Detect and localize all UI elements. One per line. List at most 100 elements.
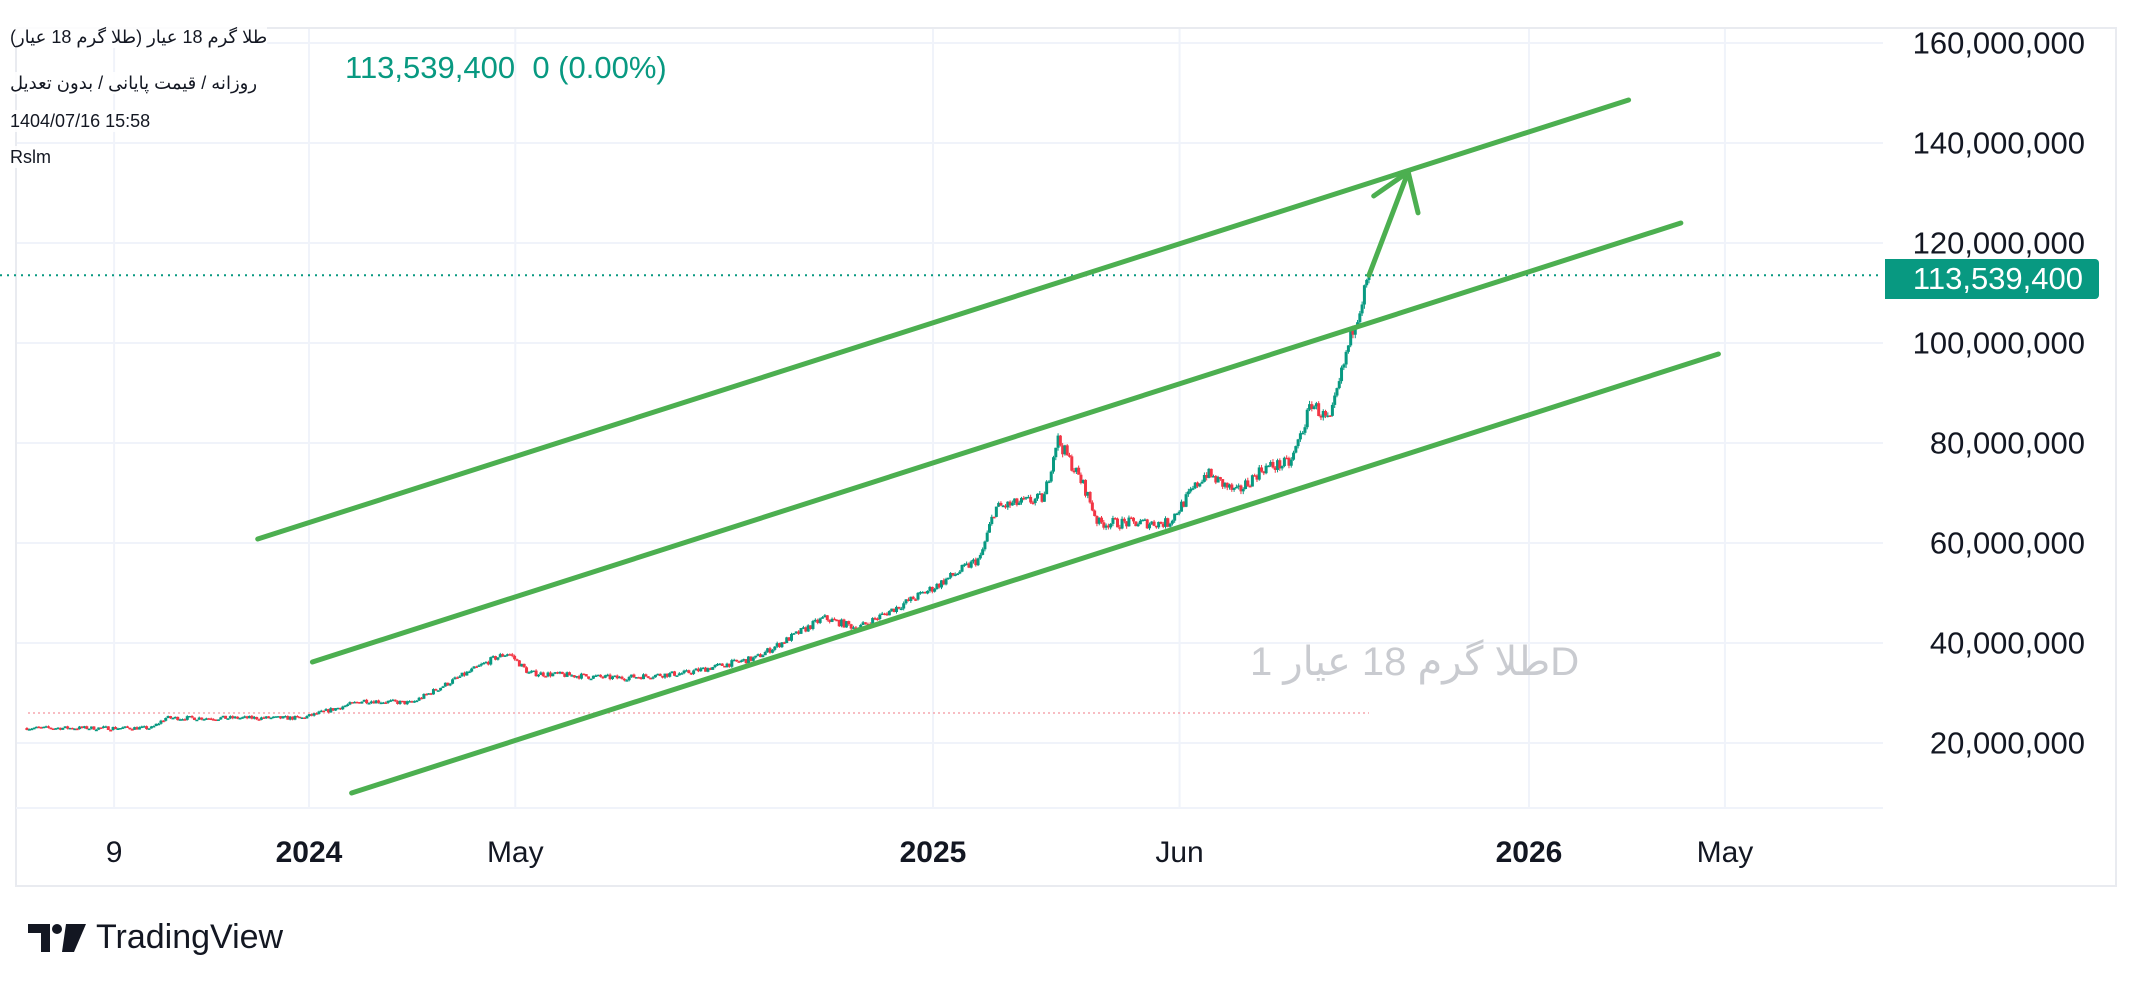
candle — [1001, 505, 1005, 508]
candle — [118, 728, 122, 730]
candle — [1266, 465, 1270, 468]
candle — [300, 717, 304, 720]
candle — [283, 716, 287, 718]
symbol-watermark: طلا گرم 18 عیار 1D — [1250, 640, 1580, 684]
candle — [431, 689, 435, 695]
candle — [799, 628, 803, 634]
candle — [563, 673, 567, 677]
candle — [899, 608, 903, 611]
candle — [758, 654, 762, 658]
candle — [482, 662, 486, 665]
candle — [63, 726, 67, 728]
candle — [1287, 458, 1291, 466]
candle — [58, 727, 62, 730]
lower-channel-trendline — [349, 351, 1721, 796]
candle — [310, 714, 314, 716]
candle — [1052, 457, 1056, 472]
candle — [1351, 328, 1355, 335]
candle — [706, 668, 710, 672]
last-price-value: 113,539,400 — [345, 50, 516, 85]
candle — [192, 717, 196, 721]
candle — [329, 708, 333, 713]
candle — [66, 726, 70, 729]
candle — [997, 502, 1001, 507]
candle — [522, 663, 526, 668]
candle — [1148, 524, 1152, 529]
candle — [987, 524, 991, 533]
candle — [1246, 480, 1250, 486]
candle — [209, 718, 213, 720]
candle — [157, 723, 161, 726]
candle — [87, 728, 91, 731]
arrow-head-icon — [1371, 169, 1411, 199]
candle — [434, 689, 438, 691]
tradingview-logo[interactable]: TradingView — [28, 918, 283, 957]
candle — [1010, 502, 1014, 506]
candle — [1346, 345, 1350, 352]
candle — [1273, 467, 1277, 470]
candle — [739, 660, 743, 662]
candle — [1205, 474, 1209, 478]
candle — [1031, 502, 1035, 504]
arrow-shaft — [1366, 169, 1411, 278]
candle — [1008, 501, 1012, 506]
trendlines[interactable] — [255, 97, 1721, 796]
candle — [1330, 404, 1334, 416]
candle — [1079, 474, 1083, 483]
candle — [357, 702, 361, 704]
candle — [331, 708, 335, 711]
candle — [840, 619, 844, 627]
candle — [828, 619, 832, 622]
candle — [70, 727, 74, 730]
candle — [453, 677, 457, 680]
candle — [1344, 351, 1348, 365]
candle — [981, 549, 985, 555]
candle — [763, 651, 767, 656]
candle — [460, 672, 464, 677]
candle — [1305, 409, 1309, 428]
candle — [546, 672, 550, 677]
candle — [1239, 485, 1243, 492]
candle — [747, 656, 751, 664]
price-change: 0 (0.00%) — [532, 50, 667, 85]
candle — [515, 659, 519, 661]
candle — [281, 716, 285, 719]
candle — [1164, 518, 1168, 527]
time-axis-label: May — [1696, 836, 1754, 869]
candle — [1228, 484, 1232, 488]
last-price-badge-text: 113,539,400 — [1912, 261, 2083, 296]
candle — [951, 573, 955, 576]
candle — [534, 670, 538, 677]
candle — [202, 719, 206, 721]
candle — [1186, 491, 1190, 495]
candle — [195, 719, 199, 722]
candle — [560, 671, 564, 674]
candle — [1093, 510, 1097, 517]
candle — [692, 670, 696, 674]
candle — [257, 719, 261, 721]
candle — [1029, 496, 1033, 503]
candle — [594, 675, 598, 678]
candle — [286, 716, 290, 720]
candle — [658, 673, 662, 677]
candle — [303, 717, 307, 720]
candle — [962, 564, 966, 566]
candle — [94, 729, 98, 732]
candle — [735, 659, 739, 662]
candle — [271, 716, 275, 719]
candle — [1113, 518, 1117, 520]
candle — [73, 728, 77, 731]
candle — [1250, 475, 1254, 487]
candle — [236, 716, 240, 719]
candle — [1280, 466, 1284, 469]
candle — [967, 563, 971, 568]
candle — [911, 596, 915, 600]
candle — [1225, 482, 1229, 488]
candle — [78, 726, 82, 730]
candle — [568, 672, 572, 676]
candle — [1068, 455, 1072, 457]
candle — [1182, 501, 1186, 507]
candle — [673, 671, 677, 676]
candle — [169, 716, 173, 719]
